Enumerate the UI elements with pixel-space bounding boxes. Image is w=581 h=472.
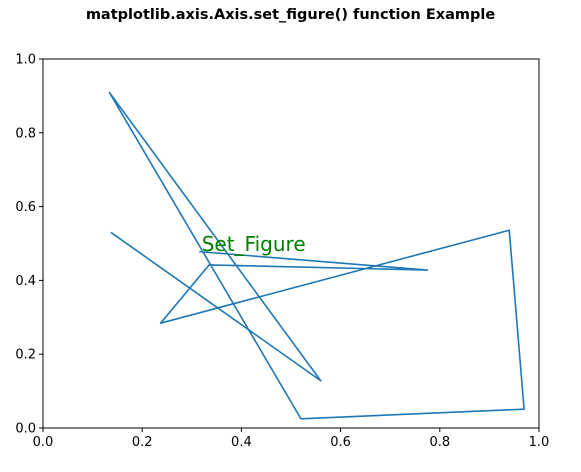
- x-tick-label: 0.4: [231, 435, 252, 450]
- x-tick-label: 0.0: [33, 435, 54, 450]
- x-tick-label: 0.8: [429, 435, 450, 450]
- y-tick-label: 1.0: [15, 53, 36, 68]
- chart-title: matplotlib.axis.Axis.set_figure() functi…: [85, 7, 496, 23]
- x-tick-label: 1.0: [529, 435, 550, 450]
- x-tick-label: 0.6: [330, 435, 351, 450]
- y-tick-label: 0.2: [15, 348, 36, 363]
- annotation-text: Set_Figure: [202, 232, 306, 256]
- y-tick-label: 0.0: [15, 422, 36, 437]
- y-tick-label: 0.4: [15, 274, 36, 289]
- y-tick-label: 0.6: [15, 200, 36, 215]
- y-tick-label: 0.8: [15, 126, 36, 141]
- plot-area: Set_Figure 0.0 0.2 0.4 0.6 0.8 1.0 0.0 0.2 0.4 0.6…: [15, 53, 549, 451]
- axes-frame: [42, 58, 540, 429]
- series-line-0: [108, 91, 525, 420]
- x-tick-label: 0.2: [132, 435, 153, 450]
